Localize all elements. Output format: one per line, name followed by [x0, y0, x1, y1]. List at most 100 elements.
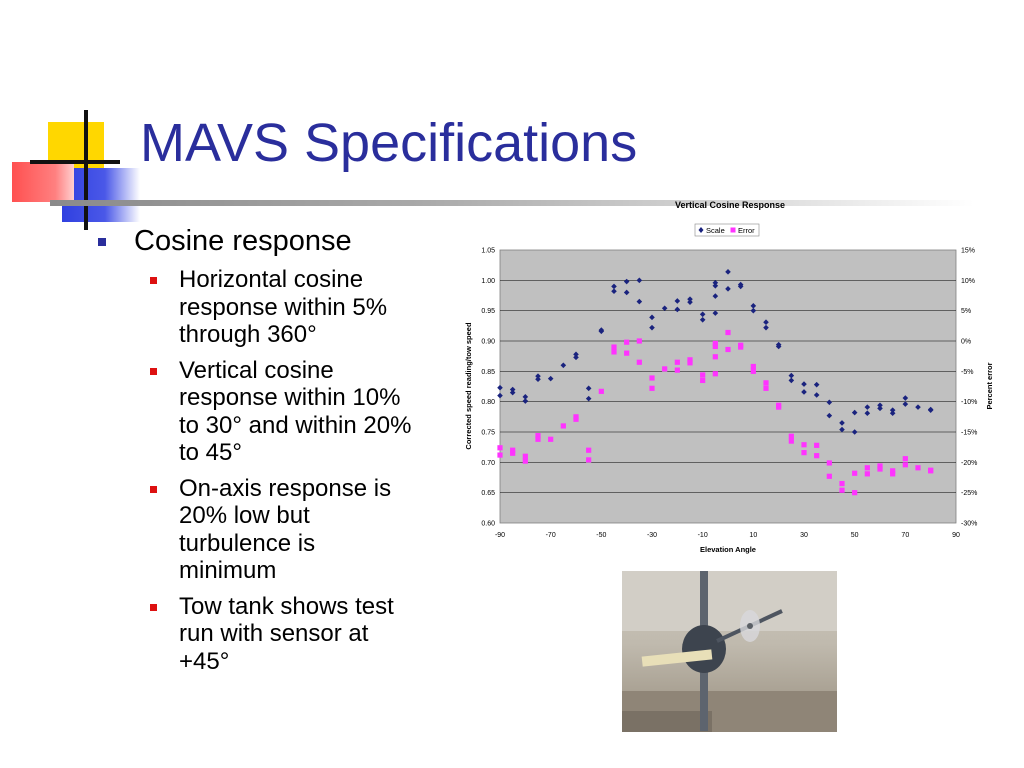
scale-point	[674, 298, 681, 304]
error-point	[750, 363, 756, 370]
y-tick-label: 0.95	[481, 308, 495, 315]
x-axis-label: Elevation Angle	[700, 545, 756, 554]
scale-point	[509, 386, 516, 393]
scale-point	[788, 377, 795, 384]
scale-point	[509, 389, 516, 396]
x-tick-label: 50	[851, 532, 859, 539]
error-point	[839, 480, 845, 487]
scale-point	[497, 384, 503, 391]
x-tick-label: -50	[596, 532, 606, 539]
error-point	[662, 366, 668, 372]
scale-point	[851, 429, 858, 435]
scale-point	[674, 306, 681, 313]
x-tick-label: 90	[952, 532, 960, 539]
series-scale-points	[497, 269, 934, 435]
scale-point	[585, 385, 592, 392]
scale-point	[750, 303, 757, 309]
y2-tick-label: -20%	[961, 460, 977, 467]
y2-tick-label: -30%	[961, 521, 977, 528]
photo-strut	[641, 649, 713, 667]
error-point	[712, 343, 718, 350]
sub-bullet-marker	[150, 367, 157, 375]
sub-bullet-horizontal: Horizontal cosine response within 5% thr…	[98, 266, 415, 349]
error-point	[712, 354, 718, 360]
scale-point	[522, 398, 529, 404]
scale-point	[927, 407, 934, 413]
error-point	[814, 442, 820, 448]
scale-point	[864, 404, 871, 410]
error-point	[624, 350, 630, 356]
y-tick-label: 0.75	[481, 430, 495, 437]
error-point	[877, 463, 883, 469]
error-point	[814, 453, 820, 459]
left-axis-ticks: 0.60 0.65 0.70 0.75 0.80 0.85 0.90 0.95 1.00 1.05	[481, 248, 495, 528]
scale-point	[712, 282, 719, 289]
scale-point	[712, 310, 719, 316]
legend-error-marker	[730, 227, 736, 233]
error-point	[776, 404, 782, 410]
y2-tick-label: 5%	[961, 308, 971, 315]
error-point	[497, 445, 503, 451]
error-point	[611, 349, 617, 355]
scale-point	[851, 409, 858, 416]
scale-point	[915, 404, 921, 410]
scale-point	[598, 328, 605, 335]
legend-scale-marker	[698, 227, 704, 233]
error-point	[586, 447, 592, 453]
photo-water-band	[622, 571, 837, 631]
scale-point	[889, 410, 896, 416]
legend-error-label: Error	[738, 226, 755, 235]
error-point	[535, 436, 541, 442]
error-point	[535, 433, 541, 439]
scale-point	[636, 298, 643, 305]
scale-point	[623, 278, 630, 285]
x-axis-ticks: -90 -70 -50 -30 -10 10 30 50 70 90	[495, 532, 960, 539]
sub-bullet-vertical: Vertical cosine response within 10% to 3…	[98, 357, 415, 467]
vertical-cosine-chart: Vertical Cosine Response Scale Error 0.6…	[464, 200, 994, 554]
x-tick-label: -70	[546, 532, 556, 539]
error-point	[649, 375, 655, 381]
error-point	[738, 344, 744, 350]
error-point	[928, 468, 934, 474]
y2-tick-label: 15%	[961, 248, 975, 255]
error-point	[687, 360, 693, 366]
y2-tick-label: -15%	[961, 430, 977, 437]
scale-point	[877, 405, 883, 412]
error-point	[902, 462, 908, 468]
error-point	[826, 473, 832, 479]
y-tick-label: 0.90	[481, 339, 495, 346]
y-tick-label: 0.65	[481, 490, 495, 497]
scale-point	[826, 412, 833, 419]
y2-axis-label: Percent error	[985, 362, 994, 409]
error-point	[611, 344, 617, 350]
title-underline	[50, 200, 974, 206]
error-point	[636, 338, 642, 344]
error-point	[864, 471, 870, 477]
sub-bullet-text: Horizontal cosine response within 5% thr…	[179, 266, 388, 348]
scale-point	[699, 316, 706, 323]
error-point	[573, 416, 579, 422]
error-point	[864, 465, 870, 471]
right-axis-ticks: -30% -25% -20% -15% -10% -5% 0% 5% 10% 15%	[961, 248, 977, 528]
error-point	[801, 450, 807, 456]
legend-scale-label: Scale	[706, 226, 725, 235]
y-tick-label: 0.60	[481, 521, 495, 528]
y2-tick-label: -10%	[961, 399, 977, 406]
tow-tank-photo	[622, 571, 837, 732]
error-point	[548, 436, 554, 442]
error-point	[598, 388, 604, 394]
blue-square-decoration	[62, 168, 140, 222]
scale-point	[839, 426, 845, 433]
scale-point	[712, 293, 719, 299]
scale-point	[585, 395, 592, 402]
grid-lines	[500, 280, 956, 493]
scale-point	[750, 307, 757, 314]
error-point	[522, 458, 528, 464]
error-point	[788, 433, 794, 439]
legend-box	[694, 223, 760, 237]
error-point	[788, 438, 794, 444]
y2-tick-label: 0%	[961, 339, 971, 346]
y2-tick-label: -25%	[961, 490, 977, 497]
sub-bullet-on-axis: On-axis response is 20% low but turbulen…	[98, 475, 415, 585]
scale-point	[801, 381, 807, 387]
